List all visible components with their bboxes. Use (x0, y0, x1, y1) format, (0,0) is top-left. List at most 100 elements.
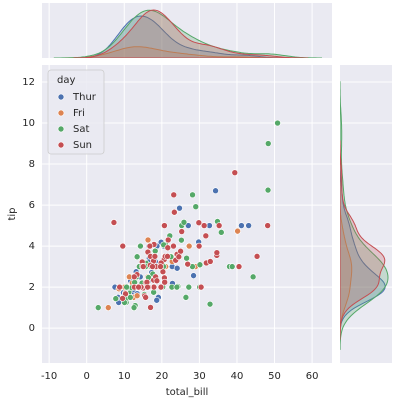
legend-label: Fri (73, 108, 85, 119)
point (119, 295, 126, 302)
legend-label: Sun (73, 140, 92, 151)
marginal-kde-y (340, 81, 389, 350)
point (184, 260, 191, 268)
point (235, 263, 243, 270)
y-tick-label: 2 (29, 282, 35, 293)
point (116, 283, 123, 291)
point (137, 242, 144, 250)
point (144, 283, 151, 291)
point (133, 292, 141, 300)
y-tick-label: 4 (29, 241, 35, 252)
legend-marker (57, 109, 65, 117)
point (189, 191, 196, 199)
point (206, 300, 214, 308)
legend-title: day (57, 75, 75, 86)
point (176, 204, 183, 212)
point (175, 253, 183, 261)
point (144, 236, 152, 244)
point (195, 219, 203, 227)
point (135, 283, 142, 291)
x-tick-label: 10 (118, 371, 131, 382)
point (94, 304, 102, 311)
point (183, 254, 190, 262)
point (133, 253, 141, 261)
point (192, 203, 200, 211)
point (215, 222, 223, 229)
point (164, 253, 171, 260)
point (178, 228, 186, 235)
point (157, 283, 165, 291)
x-tick-label: -10 (41, 371, 57, 382)
point (119, 242, 127, 250)
point (185, 222, 192, 229)
point (217, 229, 225, 236)
y-tick-label: 6 (29, 200, 35, 211)
point (274, 119, 281, 127)
point (151, 253, 159, 260)
y-axis-label: tip (7, 207, 18, 220)
point (228, 263, 236, 270)
y-tick-label: 8 (29, 159, 35, 170)
point (231, 169, 239, 176)
point (164, 236, 172, 244)
x-tick-label: 50 (268, 371, 281, 382)
x-tick-label: 30 (193, 371, 206, 382)
point (197, 283, 205, 291)
x-tick-label: 0 (84, 371, 90, 382)
point (173, 264, 181, 272)
point (164, 244, 172, 252)
y-tick-label: 10 (22, 118, 35, 129)
point (173, 283, 181, 291)
point (139, 263, 147, 270)
legend-label: Sat (73, 124, 89, 135)
marginal-kde-x (73, 9, 309, 58)
point (264, 140, 272, 147)
x-tick-label: 20 (155, 371, 168, 382)
point (153, 296, 161, 304)
legend-marker (57, 141, 65, 149)
point (112, 295, 120, 302)
point (171, 208, 178, 216)
point (190, 272, 197, 279)
point (170, 191, 178, 199)
point (213, 249, 221, 256)
x-tick-label: 40 (231, 371, 244, 382)
point (264, 186, 272, 194)
point (245, 222, 252, 229)
point (147, 304, 154, 311)
point (234, 227, 241, 235)
point (195, 242, 203, 250)
marginal-kde-y (340, 140, 386, 340)
top-marginal-panel (42, 3, 332, 58)
point (149, 263, 156, 270)
point (170, 242, 177, 250)
point (161, 278, 168, 286)
point (130, 273, 138, 281)
y-tick-label: 12 (22, 77, 35, 88)
legend-marker (57, 93, 65, 101)
x-tick-label: 60 (306, 371, 319, 382)
point (157, 263, 164, 270)
point (200, 222, 208, 229)
y-tick-label: 0 (29, 323, 35, 334)
point (146, 242, 154, 250)
point (153, 277, 161, 285)
point (180, 219, 188, 226)
legend-marker (57, 125, 65, 133)
point (264, 222, 271, 229)
point (142, 294, 149, 301)
point (196, 261, 204, 269)
point (185, 283, 193, 291)
x-axis-label: total_bill (166, 387, 209, 398)
point (185, 242, 193, 250)
point (178, 236, 185, 244)
legend-label: Thur (72, 92, 97, 103)
point (253, 253, 261, 260)
point (206, 258, 214, 265)
legend-box (47, 69, 105, 155)
point (212, 187, 219, 195)
point (110, 219, 118, 226)
point (249, 273, 257, 281)
point (177, 247, 184, 255)
